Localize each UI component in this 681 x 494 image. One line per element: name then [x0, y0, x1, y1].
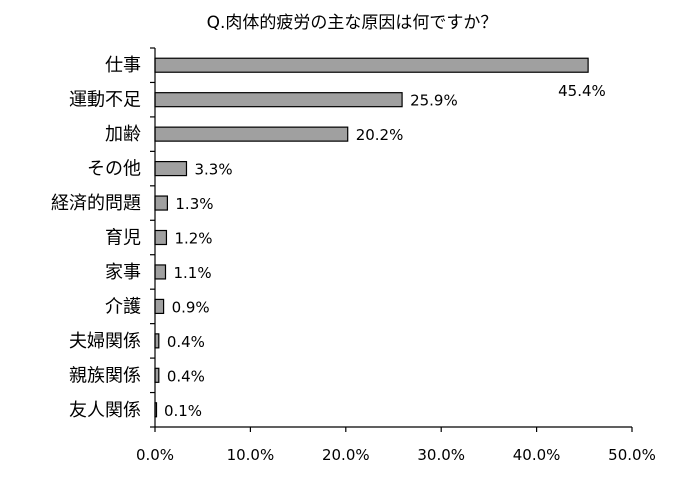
chart-title: Q.肉体的疲労の主な原因は何ですか？: [207, 13, 498, 33]
category-label: その他: [87, 159, 141, 180]
category-label: 育児: [105, 228, 141, 249]
bar: [154, 160, 188, 177]
bar: [154, 126, 349, 142]
bar: [154, 57, 589, 73]
bar: [154, 92, 403, 108]
bars: 45.4% 25.9% 20.2% 3.3% 1.3% 1.2% 1.1% 0.9% 0.4% 0…: [154, 57, 606, 420]
data-label: 0.4%: [167, 367, 205, 385]
data-label: 1.1%: [173, 264, 211, 282]
x-tick-label: 20.0%: [322, 446, 370, 464]
bar: [154, 229, 168, 246]
x-tick-label: 10.0%: [227, 446, 275, 464]
bar: [154, 264, 167, 280]
data-label: 0.4%: [167, 333, 205, 351]
x-tick-label: 40.0%: [513, 446, 561, 464]
category-label: 家事: [105, 262, 141, 283]
data-label: 1.2%: [174, 230, 212, 248]
data-label: 25.9%: [410, 92, 458, 110]
x-tick-label: 50.0%: [608, 446, 656, 464]
data-label: 45.4%: [558, 82, 606, 100]
category-label: 仕事: [105, 55, 141, 76]
data-label: 0.1%: [164, 402, 202, 420]
category-label: 介護: [105, 296, 141, 317]
bar: [154, 298, 165, 315]
category-label: 経済的問題: [51, 193, 141, 214]
bar: [154, 195, 169, 211]
x-tick-label: 0.0%: [136, 446, 174, 464]
data-label: 3.3%: [194, 161, 232, 179]
category-label: 夫婦関係: [69, 331, 141, 352]
data-label: 1.3%: [175, 195, 213, 213]
category-label: 加齢: [105, 124, 141, 145]
x-tick-label: 30.0%: [417, 446, 465, 464]
category-label: 親族関係: [69, 365, 141, 386]
data-label: 20.2%: [356, 126, 404, 144]
data-label: 0.9%: [172, 298, 210, 316]
category-label: 運動不足: [69, 90, 141, 111]
category-label: 友人関係: [69, 400, 141, 421]
